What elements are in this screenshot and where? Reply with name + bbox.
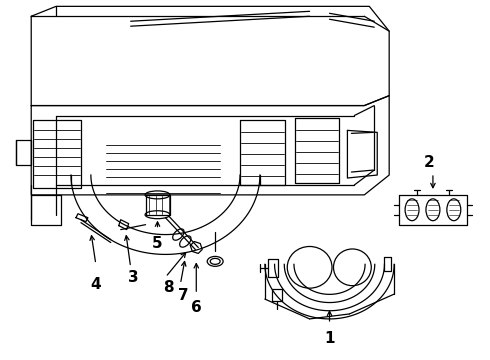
Text: 5: 5 [152, 236, 163, 251]
Text: 2: 2 [423, 155, 434, 170]
Text: 1: 1 [324, 331, 335, 346]
Text: 8: 8 [163, 280, 174, 295]
Text: 6: 6 [191, 300, 202, 315]
Text: 4: 4 [91, 277, 101, 292]
Text: 7: 7 [178, 288, 189, 303]
Text: 3: 3 [128, 270, 139, 285]
